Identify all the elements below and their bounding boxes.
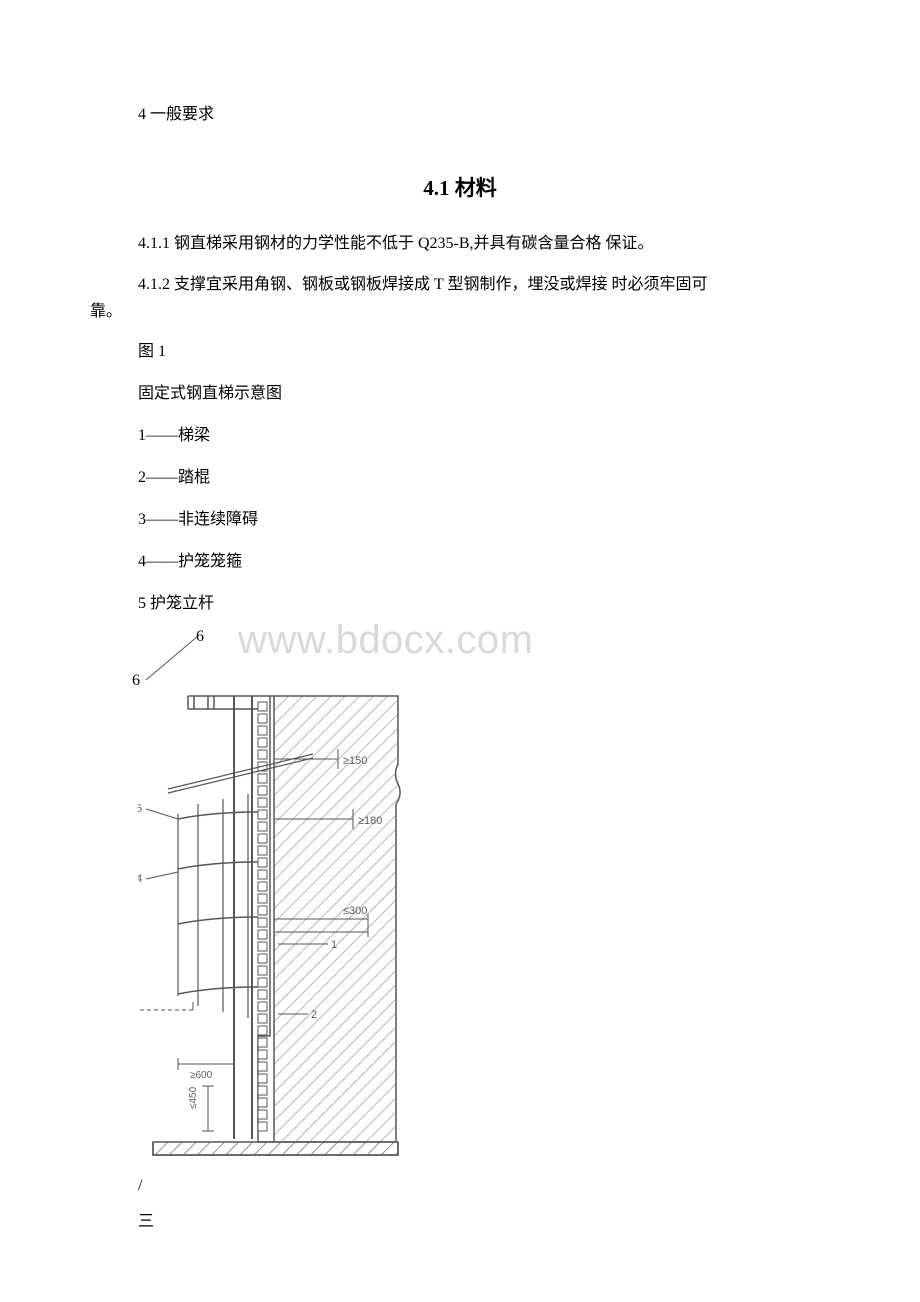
legend-5: 5 护笼立杆 — [138, 592, 830, 616]
legend-2: 2——踏棍 — [138, 466, 830, 490]
paragraph-4-1-2-line1: 4.1.2 支撑宜采用角钢、钢板或钢板焊接成 T 型钢制作，埋没或焊接 时必须牢… — [90, 271, 830, 298]
heading-number: 4.1 — [423, 176, 449, 200]
figure-1: 6 6 — [138, 634, 830, 1164]
trailing-san: 三 — [138, 1208, 830, 1237]
paragraph-4-1-1: 4.1.1 钢直梯采用钢材的力学性能不低于 Q235-B,并具有碳含量合格 保证… — [90, 230, 830, 257]
svg-text:2: 2 — [311, 1009, 317, 1021]
legend-3: 3——非连续障碍 — [138, 508, 830, 532]
trailing-slash: / — [138, 1172, 830, 1201]
svg-text:≥180: ≥180 — [358, 815, 382, 827]
figure-svg: ≥150 ≥180 ≤300 5 4 3 2 1 — [138, 634, 408, 1164]
svg-text:1: 1 — [331, 939, 337, 951]
heading-text: 材料 — [450, 176, 497, 200]
legend-4: 4——护笼笼箍 — [138, 550, 830, 574]
callout-6-left: 6 — [132, 672, 140, 690]
svg-text:≥600: ≥600 — [190, 1070, 213, 1081]
paragraph-4-1-2: 4.1.2 支撑宜采用角钢、钢板或钢板焊接成 T 型钢制作，埋没或焊接 时必须牢… — [90, 271, 830, 325]
heading-4-1: 4.1 材料 — [90, 172, 830, 202]
svg-text:≤450: ≤450 — [188, 1086, 199, 1109]
callout-6-top: 6 — [196, 628, 204, 646]
svg-text:5: 5 — [138, 803, 142, 815]
paragraph-4-1-2-line2: 靠。 — [90, 298, 830, 325]
svg-text:4: 4 — [138, 873, 142, 885]
figure-caption: 固定式钢直梯示意图 — [138, 382, 830, 406]
svg-text:≥150: ≥150 — [343, 755, 367, 767]
section-label: 4 一般要求 — [138, 100, 830, 124]
svg-text:≤300: ≤300 — [343, 905, 367, 917]
figure-label: 图 1 — [138, 340, 830, 364]
legend-1: 1——梯梁 — [138, 424, 830, 448]
